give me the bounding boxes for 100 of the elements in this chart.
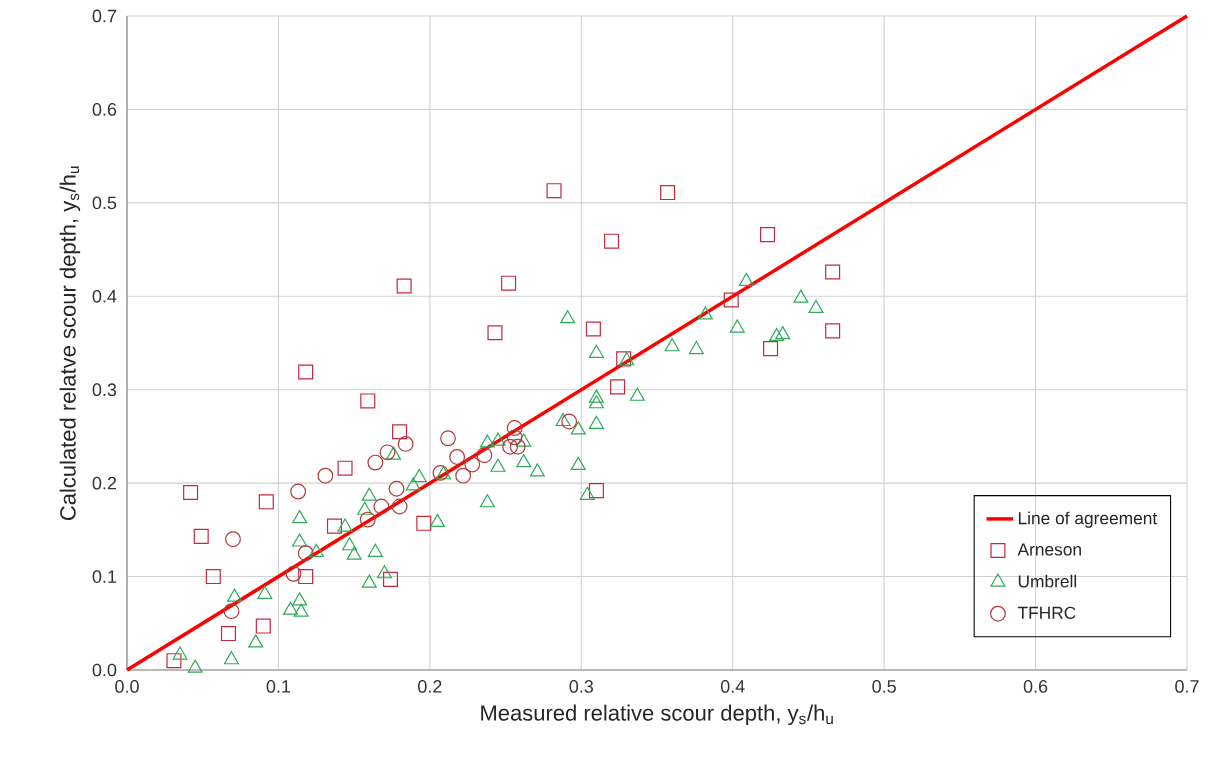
- point: [664, 338, 680, 352]
- point: [337, 460, 353, 476]
- point: [382, 571, 399, 587]
- point: [283, 601, 299, 615]
- point: [476, 447, 493, 464]
- point: [373, 498, 390, 515]
- point: [610, 379, 626, 395]
- point: [391, 498, 408, 515]
- point: [166, 653, 182, 669]
- point: [479, 434, 495, 448]
- point: [449, 449, 466, 465]
- x-axis-title: Measured relative scour depth, y$_{s}$/h$_{u}$: [481, 704, 833, 726]
- point: [561, 413, 578, 430]
- point: [225, 531, 241, 548]
- point: [187, 659, 203, 673]
- point: [405, 477, 421, 491]
- point: [396, 278, 412, 294]
- point: [506, 420, 523, 436]
- y-tick-label: 0.4: [92, 289, 117, 303]
- point: [487, 325, 503, 341]
- point: [361, 574, 377, 588]
- point: [379, 444, 396, 461]
- point: [501, 275, 517, 291]
- point: [588, 483, 604, 499]
- point: [479, 494, 495, 508]
- point: [560, 310, 576, 324]
- point: [516, 453, 532, 468]
- point: [502, 438, 519, 455]
- legend-label: Arneson: [1017, 543, 1081, 556]
- point: [490, 432, 506, 446]
- point: [555, 412, 571, 427]
- point: [326, 518, 342, 534]
- point: [308, 543, 324, 557]
- point: [579, 486, 595, 500]
- y-tick-label: 0.3: [92, 383, 117, 397]
- y-tick-label: 0.1: [92, 570, 117, 583]
- point: [220, 626, 236, 642]
- point: [546, 183, 562, 199]
- point: [416, 515, 432, 531]
- point: [429, 513, 445, 527]
- point: [290, 483, 307, 500]
- point: [588, 344, 604, 358]
- y-tick-label: 0.2: [92, 476, 117, 490]
- point: [357, 501, 373, 515]
- point: [388, 480, 405, 497]
- point: [723, 292, 739, 308]
- point: [769, 327, 785, 342]
- point: [516, 433, 532, 447]
- point: [490, 458, 506, 472]
- legend-label: TFHRC: [1017, 606, 1076, 619]
- point: [385, 446, 402, 460]
- x-tick-label: 0.2: [418, 680, 442, 693]
- point: [223, 651, 240, 665]
- point: [285, 565, 302, 582]
- point: [248, 634, 264, 648]
- point: [825, 264, 841, 280]
- point: [298, 569, 314, 585]
- point: [367, 543, 383, 557]
- x-tick-label: 0.5: [872, 680, 896, 693]
- point: [297, 545, 314, 562]
- point: [411, 468, 427, 483]
- x-tick-label: 0.1: [266, 680, 291, 693]
- point: [588, 389, 604, 403]
- point: [588, 415, 604, 429]
- y-tick-label: 0.0: [92, 663, 117, 677]
- point: [509, 438, 526, 455]
- point: [172, 646, 188, 660]
- point: [440, 430, 456, 447]
- point: [808, 299, 824, 314]
- legend-label: Umbrell: [1018, 574, 1077, 588]
- point: [585, 321, 601, 337]
- point: [825, 323, 841, 339]
- point: [257, 585, 273, 599]
- point: [376, 565, 392, 579]
- point: [660, 185, 676, 201]
- y-tick-label: 0.7: [92, 9, 117, 23]
- point: [729, 319, 745, 333]
- point: [738, 272, 754, 286]
- point: [223, 603, 240, 620]
- point: [361, 487, 377, 501]
- point: [697, 306, 713, 320]
- point: [604, 233, 620, 249]
- y-tick-label: 0.6: [92, 103, 117, 116]
- x-tick-label: 0.3: [569, 680, 594, 693]
- point: [292, 533, 308, 547]
- point: [529, 463, 545, 477]
- point: [588, 395, 604, 409]
- point: [292, 592, 308, 606]
- point: [763, 341, 779, 357]
- point: [293, 603, 309, 617]
- x-tick-label: 0.4: [720, 680, 745, 693]
- legend-label: Line of agreement: [1018, 511, 1158, 528]
- x-tick-label: 0.6: [1023, 680, 1048, 693]
- point: [392, 424, 408, 440]
- point: [346, 546, 362, 560]
- point: [183, 484, 199, 501]
- y-axis-title: Calculated relatve scour depth, y$_{s}$/h$_{u}$: [59, 166, 81, 521]
- point: [359, 511, 376, 528]
- point: [570, 456, 586, 470]
- point: [205, 569, 221, 585]
